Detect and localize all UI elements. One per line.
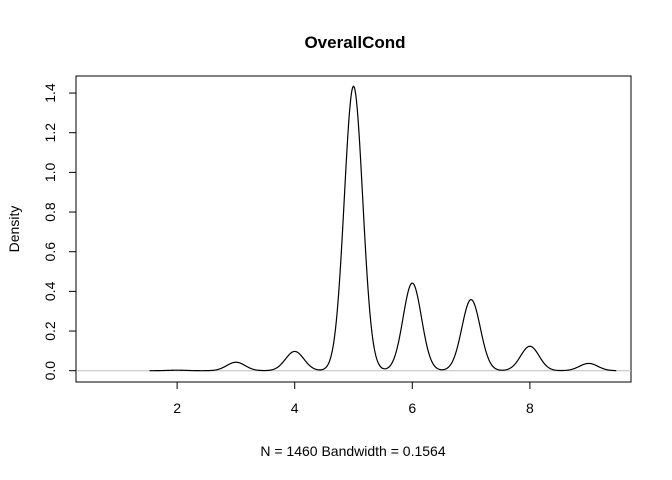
y-tick-label: 0.6 [42, 242, 58, 262]
plot-frame [75, 75, 632, 383]
y-axis-label: Density [6, 206, 22, 253]
y-tick-label: 0.2 [42, 321, 58, 341]
y-tick-label: 0.4 [42, 281, 58, 301]
y-axis: 0.0 0.2 0.4 0.6 0.8 1.0 1.2 1.4 [42, 83, 77, 381]
x-tick-label: 4 [291, 400, 299, 416]
y-tick-label: 1.0 [42, 162, 58, 182]
x-axis-label: N = 1460 Bandwidth = 0.1564 [260, 443, 445, 459]
y-tick-label: 0.8 [42, 202, 58, 222]
chart-title: OverallCond [304, 33, 405, 52]
x-tick-label: 6 [408, 400, 416, 416]
y-tick-label: 1.2 [42, 123, 58, 143]
x-tick-label: 2 [173, 400, 181, 416]
x-tick-label: 8 [526, 400, 534, 416]
density-curve [149, 85, 617, 372]
y-tick-label: 1.4 [42, 83, 58, 103]
y-tick-label: 0.0 [42, 361, 58, 381]
x-axis: 2 4 6 8 [173, 381, 534, 416]
